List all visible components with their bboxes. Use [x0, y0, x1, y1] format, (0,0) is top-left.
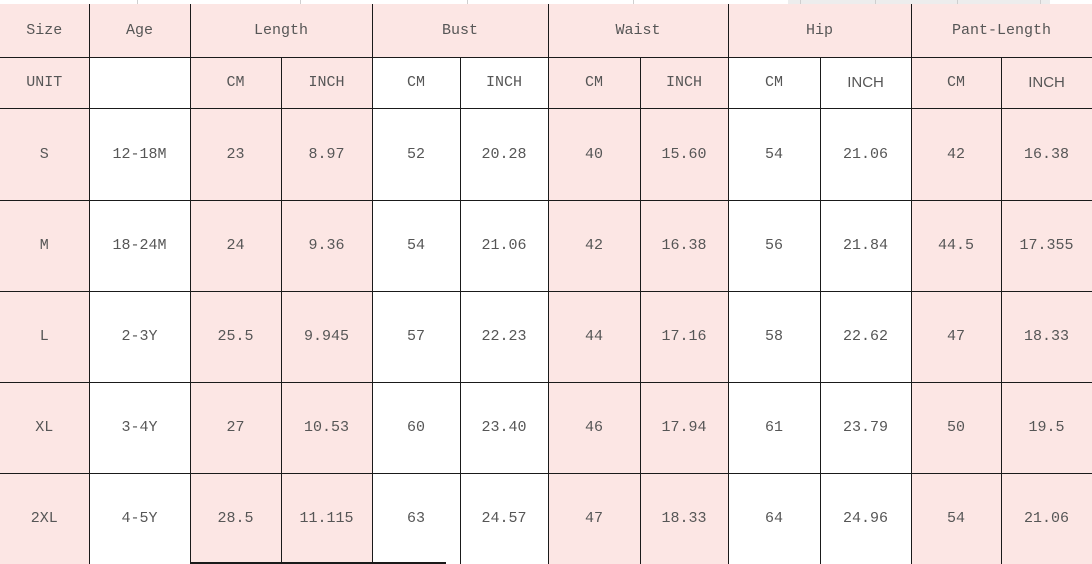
cell-bust-cm: 60 [371, 381, 461, 474]
cell-size: L [0, 290, 90, 383]
cell-hip-inch: 21.06 [819, 107, 912, 201]
cell-bust-inch: 20.28 [459, 107, 549, 201]
unit-label: UNIT [0, 56, 90, 109]
column-header-pant-length: Pant-Length [910, 4, 1092, 58]
cell-length-cm: 28.5 [189, 472, 282, 564]
unit-inch-waist: INCH [639, 56, 729, 109]
cell-bust-cm: 63 [371, 472, 461, 564]
gridline-stub [1040, 0, 1041, 4]
cell-bust-inch: 24.57 [459, 472, 549, 564]
column-header-length: Length [189, 4, 373, 58]
cell-length-inch: 11.115 [280, 472, 373, 564]
cell-size: S [0, 107, 90, 201]
cell-age: 18-24M [88, 199, 191, 292]
cell-size: M [0, 199, 90, 292]
cell-waist-inch: 16.38 [639, 199, 729, 292]
unit-cell-age-empty [88, 56, 191, 109]
column-header-hip: Hip [727, 4, 912, 58]
column-header-waist: Waist [547, 4, 729, 58]
cell-age: 3-4Y [88, 381, 191, 474]
unit-cm-pant: CM [910, 56, 1002, 109]
table-row-2xl: 2XL 4-5Y 28.5 11.115 63 24.57 47 18.33 6… [0, 472, 1092, 564]
gridline-stub [300, 0, 301, 4]
cell-bust-inch: 21.06 [459, 199, 549, 292]
cell-bust-cm: 54 [371, 199, 461, 292]
header-group-row: Size Age Length Bust Waist Hip Pant-Leng… [0, 4, 1092, 58]
unit-row: UNIT CM INCH CM INCH CM INCH CM INCH CM … [0, 56, 1092, 109]
cell-pant-cm: 47 [910, 290, 1002, 383]
table-row-m: M 18-24M 24 9.36 54 21.06 42 16.38 56 21… [0, 199, 1092, 292]
cell-length-inch: 10.53 [280, 381, 373, 474]
cell-waist-inch: 17.16 [639, 290, 729, 383]
cell-pant-cm: 42 [910, 107, 1002, 201]
cell-length-cm: 24 [189, 199, 282, 292]
cell-pant-cm: 50 [910, 381, 1002, 474]
spreadsheet-gridline-band [788, 0, 1050, 4]
cell-hip-inch: 22.62 [819, 290, 912, 383]
cell-hip-inch: 21.84 [819, 199, 912, 292]
cell-pant-inch: 17.355 [1000, 199, 1092, 292]
cell-length-inch: 8.97 [280, 107, 373, 201]
table-row-xl: XL 3-4Y 27 10.53 60 23.40 46 17.94 61 23… [0, 381, 1092, 474]
cell-bust-inch: 22.23 [459, 290, 549, 383]
cell-pant-inch: 21.06 [1000, 472, 1092, 564]
cell-pant-cm: 44.5 [910, 199, 1002, 292]
cell-pant-cm: 54 [910, 472, 1002, 564]
cell-bust-cm: 52 [371, 107, 461, 201]
cell-hip-cm: 61 [727, 381, 821, 474]
cell-waist-cm: 40 [547, 107, 641, 201]
cell-bust-cm: 57 [371, 290, 461, 383]
unit-inch-length: INCH [280, 56, 373, 109]
size-chart-table: Size Age Length Bust Waist Hip Pant-Leng… [0, 4, 1092, 564]
partial-bottom-border [190, 562, 446, 564]
cell-waist-inch: 17.94 [639, 381, 729, 474]
cell-age: 12-18M [88, 107, 191, 201]
cell-size: 2XL [0, 472, 90, 564]
table-row-s: S 12-18M 23 8.97 52 20.28 40 15.60 54 21… [0, 107, 1092, 201]
cell-age: 4-5Y [88, 472, 191, 564]
cell-hip-inch: 24.96 [819, 472, 912, 564]
cell-waist-inch: 18.33 [639, 472, 729, 564]
table-row-l: L 2-3Y 25.5 9.945 57 22.23 44 17.16 58 2… [0, 290, 1092, 383]
cell-hip-cm: 56 [727, 199, 821, 292]
cell-bust-inch: 23.40 [459, 381, 549, 474]
unit-cm-waist: CM [547, 56, 641, 109]
gridline-stub [633, 0, 634, 4]
cell-pant-inch: 19.5 [1000, 381, 1092, 474]
unit-cm-bust: CM [371, 56, 461, 109]
cell-waist-cm: 44 [547, 290, 641, 383]
cell-size: XL [0, 381, 90, 474]
cell-hip-cm: 58 [727, 290, 821, 383]
cell-length-cm: 27 [189, 381, 282, 474]
cell-pant-inch: 16.38 [1000, 107, 1092, 201]
cell-pant-inch: 18.33 [1000, 290, 1092, 383]
cell-hip-cm: 64 [727, 472, 821, 564]
cell-length-cm: 23 [189, 107, 282, 201]
gridline-stub [875, 0, 876, 4]
cell-length-inch: 9.945 [280, 290, 373, 383]
unit-inch-bust: INCH [459, 56, 549, 109]
unit-cm-length: CM [189, 56, 282, 109]
unit-cm-hip: CM [727, 56, 821, 109]
column-header-size: Size [0, 4, 90, 58]
cell-waist-cm: 47 [547, 472, 641, 564]
cell-waist-inch: 15.60 [639, 107, 729, 201]
column-header-bust: Bust [371, 4, 549, 58]
cell-age: 2-3Y [88, 290, 191, 383]
cell-length-cm: 25.5 [189, 290, 282, 383]
unit-inch-hip: INCH [819, 56, 912, 109]
cell-waist-cm: 46 [547, 381, 641, 474]
gridline-stub [957, 0, 958, 4]
cell-length-inch: 9.36 [280, 199, 373, 292]
unit-inch-pant: INCH [1000, 56, 1092, 109]
gridline-stub [467, 0, 468, 4]
cell-hip-inch: 23.79 [819, 381, 912, 474]
column-header-age: Age [88, 4, 191, 58]
gridline-stub [137, 0, 138, 4]
gridline-stub [800, 0, 801, 4]
cell-hip-cm: 54 [727, 107, 821, 201]
cell-waist-cm: 42 [547, 199, 641, 292]
